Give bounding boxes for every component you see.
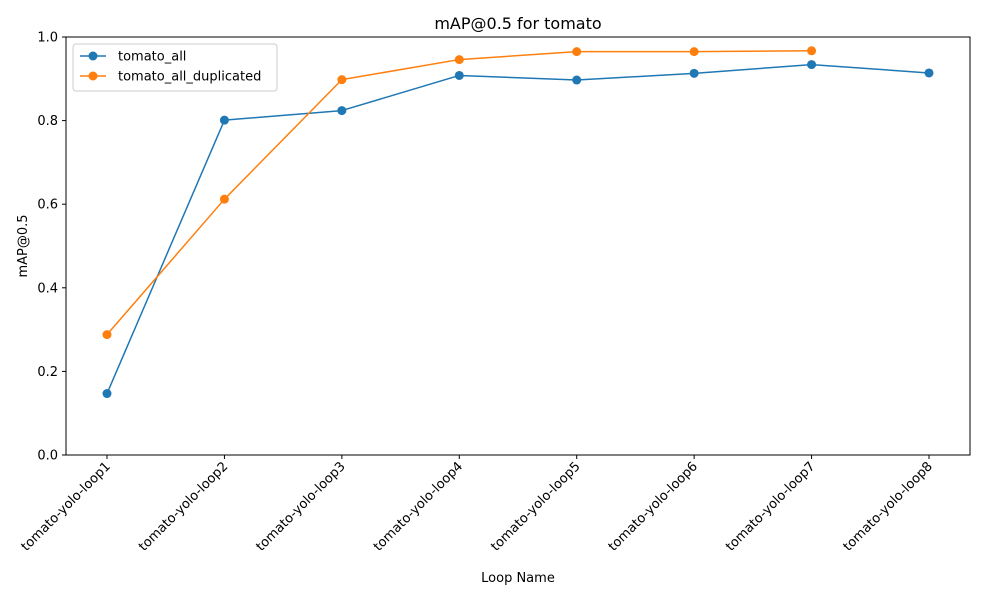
data-point-tomato_all xyxy=(924,68,934,78)
x-axis: tomato-yolo-loop1 tomato-yolo-loop2 tomato… xyxy=(19,455,936,554)
y-tick-label: 0.6 xyxy=(37,198,58,213)
series-layer xyxy=(102,46,934,399)
series-tomato_all_duplicated xyxy=(102,46,817,340)
data-point-tomato_all xyxy=(689,68,699,78)
x-tick-label: tomato-yolo-loop1 xyxy=(19,459,114,554)
data-point-tomato_all_duplicated xyxy=(102,330,112,340)
legend-label: tomato_all_duplicated xyxy=(118,70,261,85)
x-tick-label: tomato-yolo-loop8 xyxy=(841,459,936,554)
data-point-tomato_all_duplicated xyxy=(572,47,582,57)
data-point-tomato_all_duplicated xyxy=(807,46,817,56)
data-point-tomato_all_duplicated xyxy=(219,194,229,204)
data-point-tomato_all xyxy=(454,70,464,80)
y-axis-label: mAP@0.5 xyxy=(16,214,31,277)
legend: tomato_all tomato_all_duplicated xyxy=(72,43,278,92)
data-point-tomato_all xyxy=(219,115,229,125)
x-tick-label: tomato-yolo-loop5 xyxy=(488,459,583,554)
x-tick-label: tomato-yolo-loop7 xyxy=(723,459,818,554)
y-tick-label: 0.2 xyxy=(37,365,58,380)
legend-label: tomato_all xyxy=(118,50,186,65)
legend-box xyxy=(72,43,278,92)
y-tick-label: 1.0 xyxy=(37,31,58,46)
series-tomato_all xyxy=(102,60,934,399)
x-tick-label: tomato-yolo-loop6 xyxy=(606,459,701,554)
plot-area-frame xyxy=(65,36,971,456)
x-tick-label: tomato-yolo-loop4 xyxy=(371,459,466,554)
chart-title: mAP@0.5 for tomato xyxy=(434,14,601,33)
x-tick-label: tomato-yolo-loop2 xyxy=(136,459,231,554)
x-axis-label: Loop Name xyxy=(481,571,555,586)
data-point-tomato_all xyxy=(102,389,112,399)
data-point-tomato_all_duplicated xyxy=(337,75,347,85)
series-line-tomato_all_duplicated xyxy=(106,50,812,336)
legend-swatch-marker xyxy=(88,71,98,81)
data-point-tomato_all xyxy=(572,75,582,85)
data-point-tomato_all_duplicated xyxy=(454,55,464,65)
data-point-tomato_all xyxy=(337,106,347,116)
y-tick-label: 0.4 xyxy=(37,281,58,296)
data-point-tomato_all_duplicated xyxy=(689,47,699,57)
y-tick-label: 0.8 xyxy=(37,114,58,129)
y-tick-label: 0.0 xyxy=(37,449,58,464)
series-line-tomato_all xyxy=(106,63,930,394)
legend-swatch-marker xyxy=(88,51,98,61)
data-point-tomato_all xyxy=(807,60,817,70)
y-axis: 0.0 0.2 0.4 0.6 0.8 1.0 xyxy=(37,31,66,464)
x-tick-label: tomato-yolo-loop3 xyxy=(253,459,348,554)
